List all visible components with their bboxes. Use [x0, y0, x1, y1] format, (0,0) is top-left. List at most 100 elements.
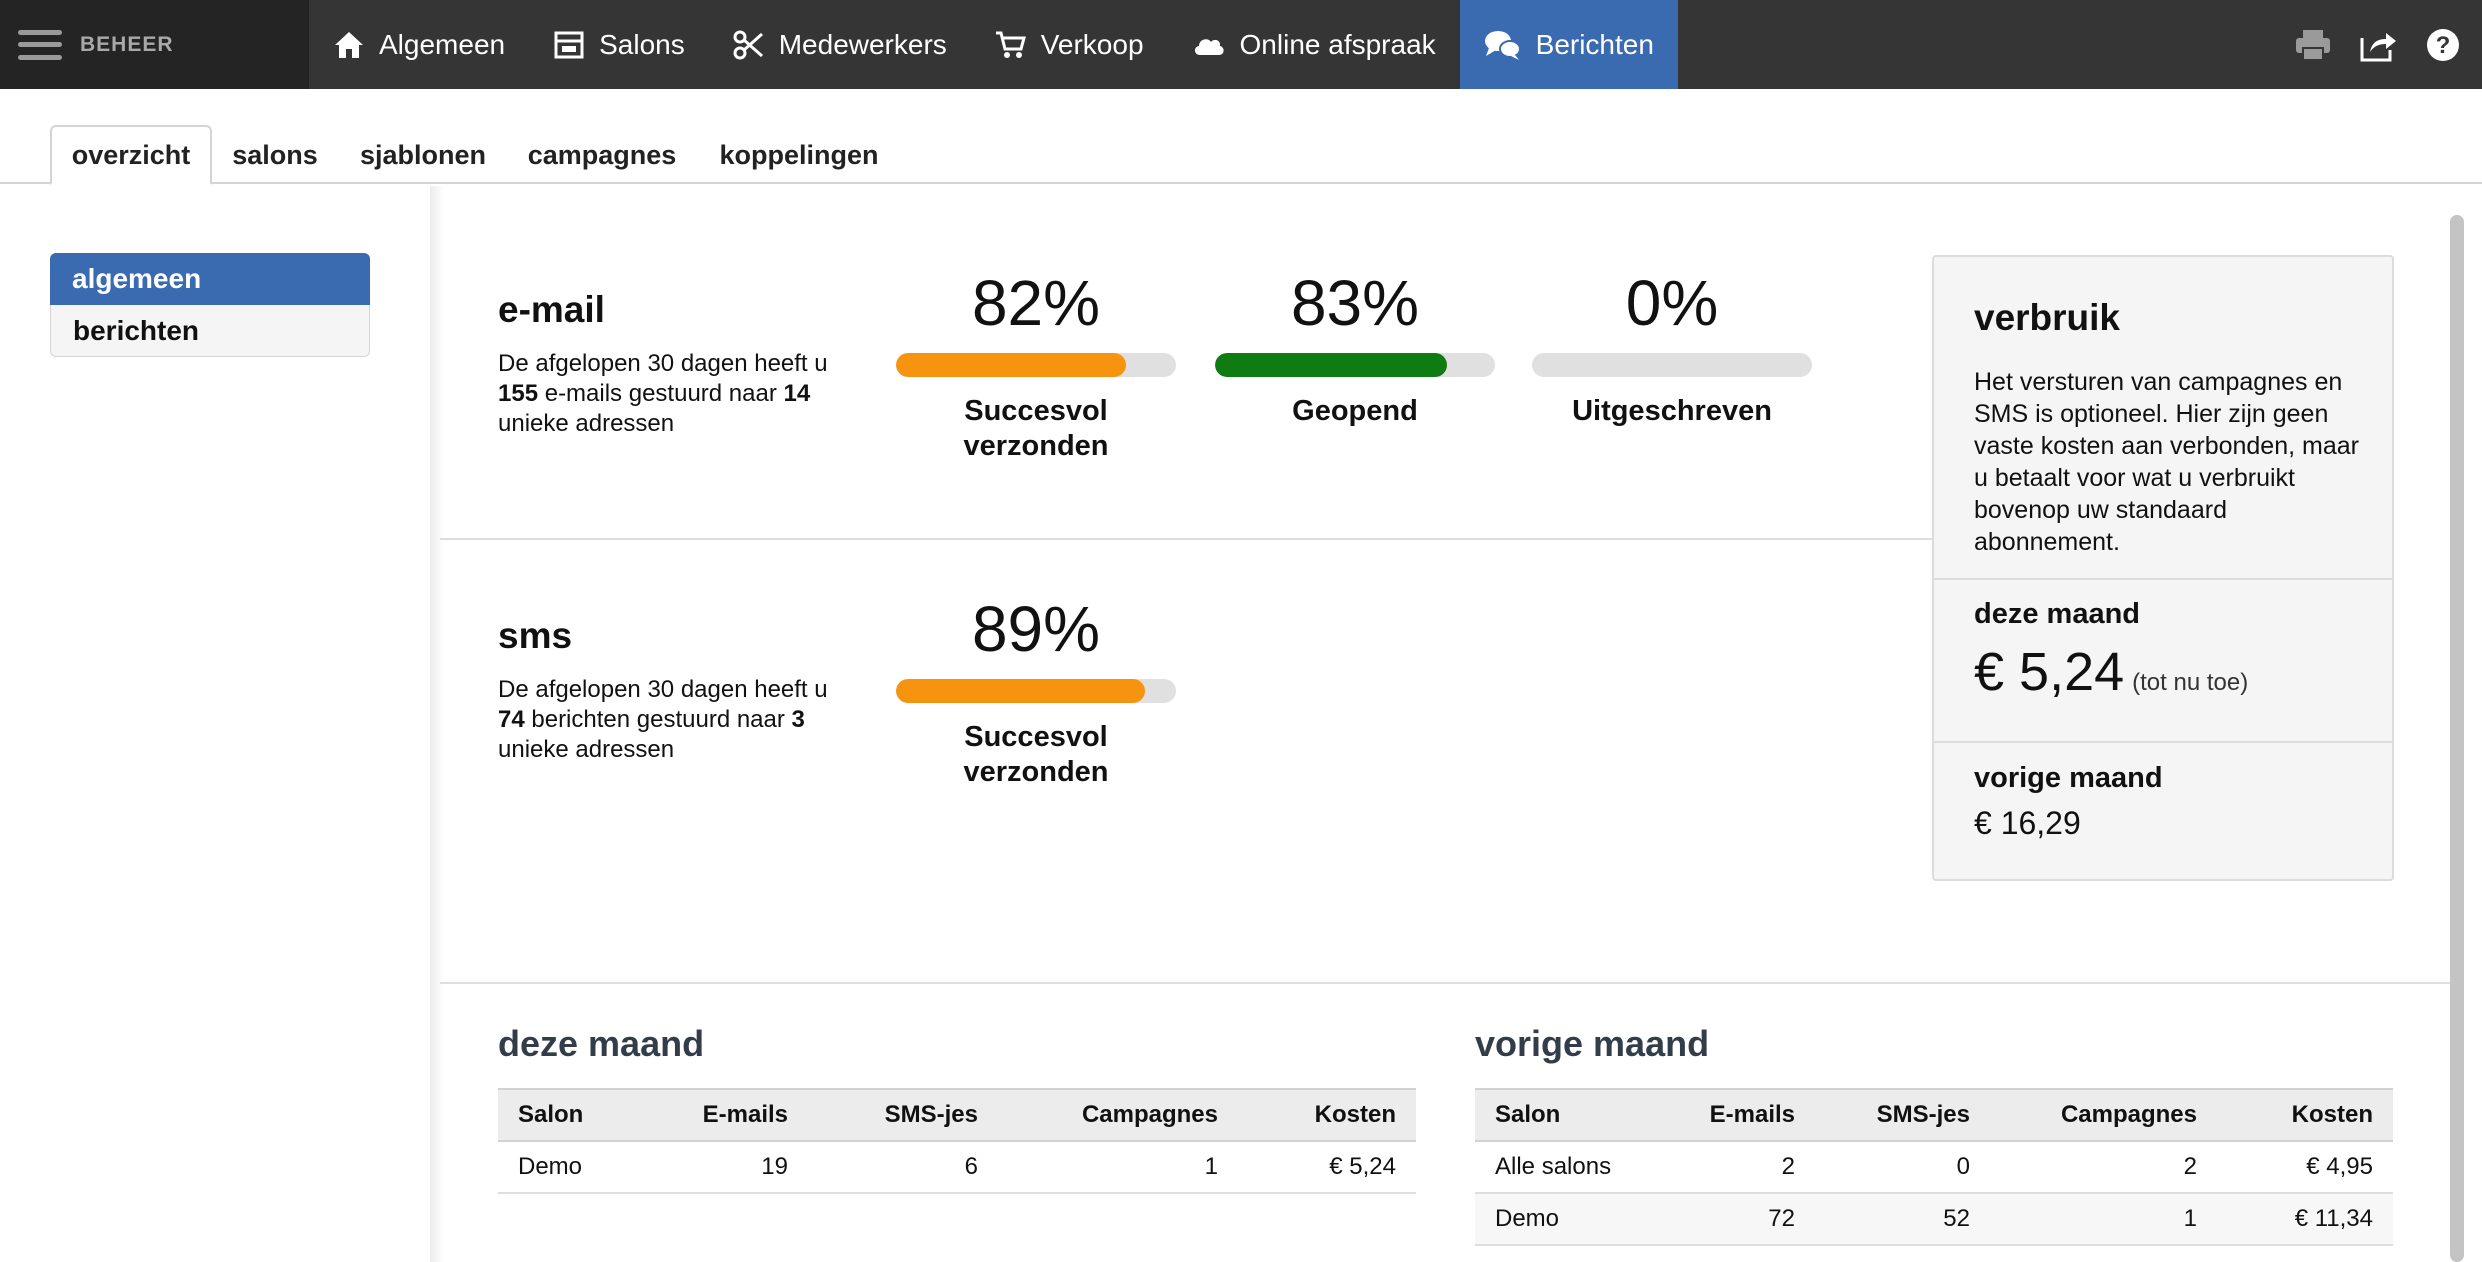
store-icon [554, 31, 584, 58]
table-cell: 52 [1815, 1193, 1990, 1246]
table-cell: € 11,34 [2217, 1193, 2393, 1246]
nav-label: Salons [599, 28, 685, 60]
table-cell: 19 [648, 1141, 808, 1194]
nav-verkoop[interactable]: Verkoop [971, 0, 1168, 89]
nav-label: Online afspraak [1239, 28, 1436, 60]
table-header-row: Salon E-mails SMS-jes Campagnes Kosten [1475, 1088, 2393, 1142]
table-cell: € 5,24 [1238, 1141, 1416, 1194]
email-opened-progress-bar [1215, 353, 1495, 377]
column-header: Campagnes [1990, 1088, 2217, 1142]
sms-sent-label: Succesvol verzonden [963, 721, 1109, 788]
tab-overzicht[interactable]: overzicht [50, 125, 212, 185]
previous-month-title: vorige maand [1475, 1023, 1710, 1064]
section-divider [440, 538, 1932, 540]
table-cell: 0 [1815, 1141, 1990, 1194]
tab-salons[interactable]: salons [232, 139, 318, 170]
table-cell: Alle salons [1475, 1141, 1665, 1194]
column-header: Kosten [1238, 1088, 1416, 1142]
column-header: Salon [498, 1088, 648, 1142]
email-unsubscribed-progress-bar [1532, 353, 1812, 377]
table-cell: 2 [1990, 1141, 2217, 1194]
table-row: Demo 72 52 1 € 11,34 [1475, 1193, 2393, 1246]
table-row: Alle salons 2 0 2 € 4,95 [1475, 1141, 2393, 1194]
column-header: E-mails [648, 1088, 808, 1142]
sms-sent-percentage: 89% [971, 593, 1101, 665]
table-cell: 6 [808, 1141, 998, 1194]
sms-description: De afgelopen 30 dagen heeft u 74 bericht… [498, 676, 828, 763]
column-header: SMS-jes [1815, 1088, 1990, 1142]
tab-koppelingen[interactable]: koppelingen [719, 139, 879, 170]
usage-description: Het versturen van campagnes en SMS is op… [1974, 368, 2359, 556]
progress-fill [896, 679, 1146, 703]
brand-label: BEHEER [80, 32, 174, 56]
main-nav: Algemeen Salons Medewerkers Verkoop Onli… [309, 0, 1678, 89]
email-sent-percentage: 82% [971, 267, 1101, 339]
tab-bar: overzicht salons sjablonen campagnes kop… [0, 89, 2482, 185]
usage-divider [1934, 578, 2392, 580]
section-divider [440, 982, 2450, 984]
top-right-actions: ? [2294, 0, 2482, 89]
table-row: Demo 19 6 1 € 5,24 [498, 1141, 1416, 1194]
previous-month-table: Salon E-mails SMS-jes Campagnes Kosten A… [1475, 1088, 2393, 1246]
nav-algemeen[interactable]: Algemeen [309, 0, 529, 89]
column-header: SMS-jes [808, 1088, 998, 1142]
sidebar-item-berichten[interactable]: berichten [50, 305, 370, 357]
usage-this-month-label: deze maand [1974, 598, 2140, 630]
printer-icon[interactable] [2294, 28, 2332, 62]
email-title: e-mail [498, 289, 605, 330]
sms-title: sms [498, 615, 573, 656]
current-month-title: deze maand [498, 1023, 705, 1064]
usage-divider [1934, 741, 2392, 743]
nav-label: Berichten [1535, 28, 1654, 60]
chat-bubbles-icon [1484, 30, 1521, 60]
usage-panel: verbruik Het versturen van campagnes en … [1932, 255, 2394, 881]
column-header: Kosten [2217, 1088, 2393, 1142]
tab-sjablonen[interactable]: sjablonen [359, 139, 487, 170]
sms-sent-progress-bar [896, 679, 1176, 703]
nav-label: Verkoop [1040, 28, 1144, 60]
email-sent-progress-bar [896, 353, 1176, 377]
help-icon[interactable]: ? [2426, 28, 2460, 62]
scrollbar[interactable] [2450, 215, 2464, 1262]
column-header: E-mails [1665, 1088, 1815, 1142]
nav-label: Medewerkers [778, 28, 947, 60]
top-navigation-bar: BEHEER Algemeen Salons Medewerkers Verko… [0, 0, 2482, 89]
nav-salons[interactable]: Salons [529, 0, 709, 89]
usage-this-month-note: (tot nu toe) [2132, 669, 2249, 696]
table-cell: 72 [1665, 1193, 1815, 1246]
progress-fill [1215, 353, 1448, 377]
table-header-row: Salon E-mails SMS-jes Campagnes Kosten [498, 1088, 1416, 1142]
email-description: De afgelopen 30 dagen heeft u 155 e-mail… [498, 350, 828, 437]
table-cell: Demo [1475, 1193, 1665, 1246]
content-divider [430, 186, 444, 1262]
email-opened-label: Geopend [1292, 395, 1418, 427]
sidebar-item-algemeen[interactable]: algemeen [50, 253, 370, 305]
email-sent-label: Succesvol verzonden [963, 395, 1109, 462]
nav-berichten[interactable]: Berichten [1459, 0, 1678, 89]
tab-campagnes[interactable]: campagnes [527, 139, 677, 170]
nav-online-afspraak[interactable]: Online afspraak [1168, 0, 1460, 89]
email-opened-percentage: 83% [1290, 267, 1420, 339]
svg-text:?: ? [2436, 32, 2451, 59]
table-cell: 2 [1665, 1141, 1815, 1194]
table-cell: 1 [1990, 1193, 2217, 1246]
progress-fill [896, 353, 1126, 377]
nav-label: Algemeen [379, 28, 506, 60]
nav-medewerkers[interactable]: Medewerkers [709, 0, 971, 89]
brand-area: BEHEER [0, 0, 309, 89]
home-icon [335, 31, 363, 58]
current-month-table: Salon E-mails SMS-jes Campagnes Kosten D… [498, 1088, 1416, 1194]
usage-prev-month-label: vorige maand [1974, 762, 2163, 794]
usage-prev-month-value: € 16,29 [1974, 805, 2081, 841]
usage-title: verbruik [1974, 297, 2121, 338]
table-cell: € 4,95 [2217, 1141, 2393, 1194]
table-cell: Demo [498, 1141, 648, 1194]
usage-this-month-value: € 5,24 (tot nu toe) [1974, 642, 2249, 702]
share-icon[interactable] [2360, 28, 2398, 62]
hamburger-menu-icon[interactable] [18, 29, 62, 60]
table-cell: 1 [998, 1141, 1238, 1194]
column-header: Salon [1475, 1088, 1665, 1142]
email-unsubscribed-percentage: 0% [1625, 267, 1719, 339]
column-header: Campagnes [998, 1088, 1238, 1142]
scissors-icon [733, 30, 763, 59]
